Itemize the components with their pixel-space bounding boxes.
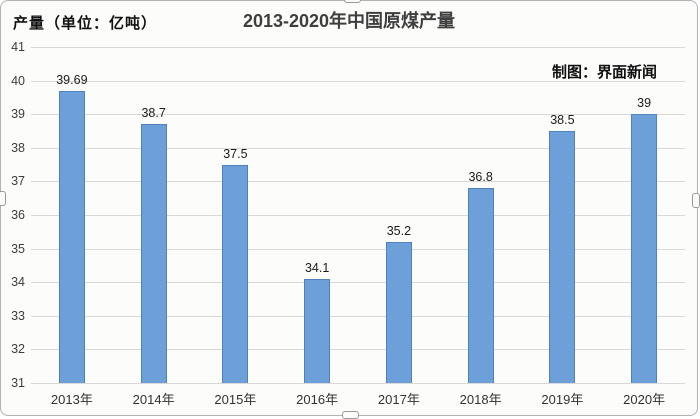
y-tick-label: 39: [11, 107, 25, 122]
x-tick-label: 2015年: [214, 392, 257, 407]
gridline: [31, 248, 685, 250]
selection-handle-left[interactable]: [0, 191, 6, 206]
gridline: [31, 315, 685, 317]
gridline: [31, 80, 685, 82]
gridline: [31, 215, 685, 216]
x-tick-label: 2014年: [132, 392, 175, 407]
y-tick-label: 34: [11, 275, 25, 290]
gridline: [31, 47, 685, 48]
bar-2020年: [631, 114, 658, 383]
y-axis-unit-label: 产量（单位：亿吨）: [13, 16, 158, 32]
gridline: [31, 282, 685, 284]
y-tick-label: 40: [11, 73, 25, 88]
bar-value-label: 34.1: [304, 260, 330, 275]
chart-credit: 制图：界面新闻: [551, 65, 657, 81]
gridline: [31, 147, 685, 149]
bar-2018年: [467, 188, 494, 383]
gridline: [31, 383, 685, 384]
chart-title: 2013-2020年中国原煤产量: [242, 11, 456, 31]
bar-value-label: 36.8: [468, 170, 493, 185]
y-tick-label: 36: [11, 208, 25, 222]
y-tick-label: 32: [11, 342, 25, 357]
gridline: [31, 114, 685, 116]
y-tick-label: 35: [11, 241, 25, 256]
selection-handle-top[interactable]: [344, 0, 361, 3]
bar-value-label: 38.7: [141, 106, 166, 121]
x-tick-label: 2018年: [459, 392, 502, 407]
y-tick-label: 38: [11, 140, 25, 155]
bar-value-label: 39: [637, 96, 652, 111]
y-tick-label: 41: [11, 40, 25, 54]
bar-2015年: [222, 164, 249, 383]
x-tick-label: 2013年: [50, 392, 93, 407]
bar-value-label: 38.5: [550, 113, 575, 127]
y-tick-label: 37: [11, 174, 25, 189]
x-tick-label: 2019年: [541, 392, 584, 407]
bar-2014年: [140, 124, 167, 383]
bar-2016年: [304, 278, 331, 383]
gridline: [31, 349, 685, 351]
gridline: [31, 181, 685, 183]
bar-value-label: 39.69: [56, 73, 88, 88]
x-tick-label: 2020年: [623, 392, 666, 407]
x-tick-label: 2017年: [377, 392, 420, 407]
y-tick-label: 31: [11, 376, 25, 390]
selection-handle-right[interactable]: [692, 193, 700, 208]
bar-value-label: 37.5: [223, 146, 248, 161]
x-tick-label: 2016年: [296, 392, 339, 407]
bar-value-label: 35.2: [386, 223, 412, 238]
bar-2019年: [549, 131, 576, 383]
bar-2017年: [385, 241, 412, 383]
y-tick-label: 33: [11, 308, 25, 323]
bar-2013年: [58, 91, 85, 383]
